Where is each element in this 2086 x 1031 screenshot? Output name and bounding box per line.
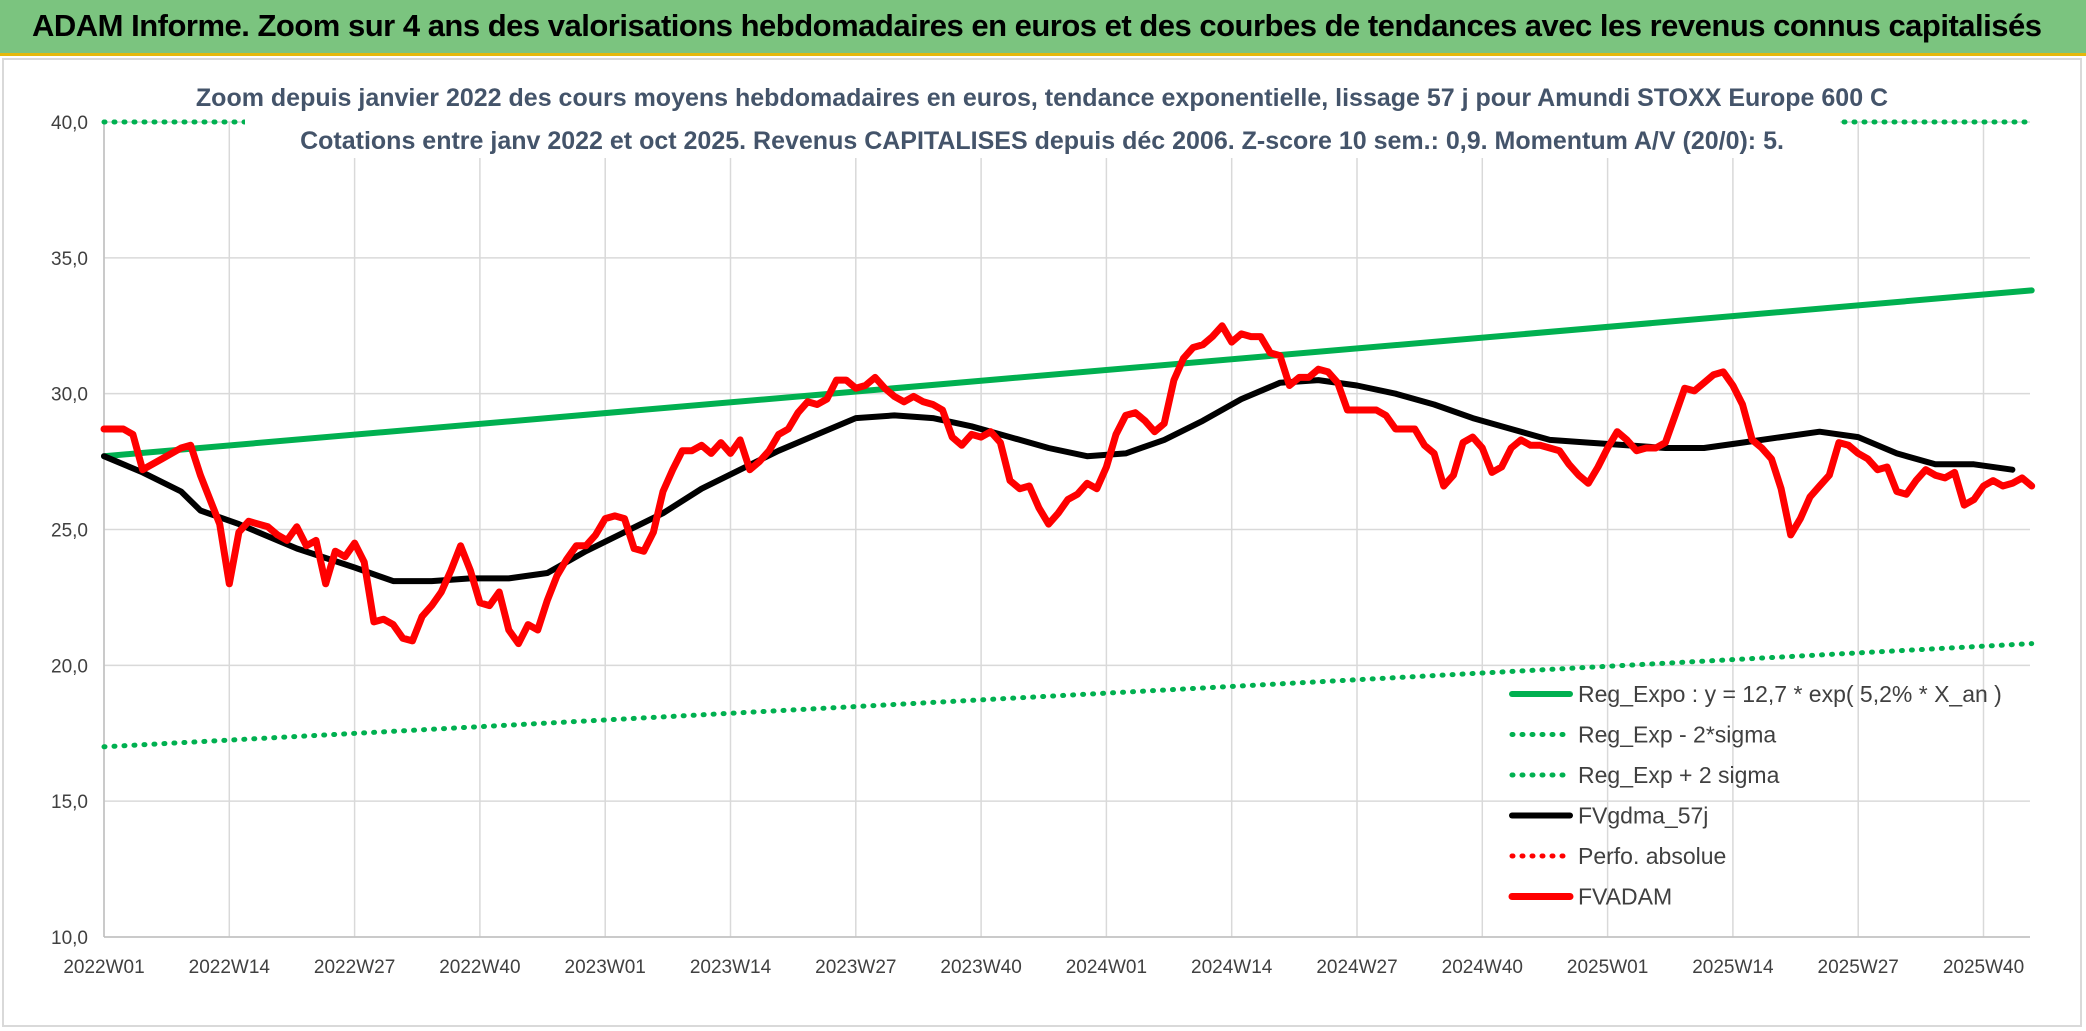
y-tick-label: 10,0 — [51, 928, 88, 949]
series-line-0 — [101, 287, 2035, 460]
y-tick-label: 15,0 — [51, 792, 88, 813]
series-line-1 — [101, 641, 2035, 750]
x-tick-label: 2023W40 — [940, 957, 1021, 978]
x-tick-label: 2023W27 — [815, 957, 896, 978]
axes: 10,0 15,0 20,0 25,0 30,0 35,0 40,0 2022W01 2022W… — [51, 113, 2030, 978]
x-tick-label: 2022W27 — [314, 957, 395, 978]
x-tick-label: 2023W01 — [565, 957, 646, 978]
legend-label: Reg_Expo : y = 12,7 * exp( 5,2% * X_an ) — [1578, 681, 2002, 707]
title-banner: ADAM Informe. Zoom sur 4 ans des valoris… — [0, 0, 2086, 56]
x-tick-label: 2025W14 — [1692, 957, 1774, 978]
gridlines — [103, 121, 2030, 938]
x-tick-label: 2024W01 — [1066, 957, 1147, 978]
legend: Reg_Expo : y = 12,7 * exp( 5,2% * X_an )… — [1508, 681, 2002, 910]
series-line-3 — [101, 377, 2016, 585]
y-tick-label: 25,0 — [51, 521, 88, 542]
chart-subtitle-line2: Cotations entre janv 2022 et oct 2025. R… — [300, 127, 1784, 155]
legend-label: Perfo. absolue — [1578, 843, 1726, 869]
chart-frame — [2, 58, 2082, 1027]
x-tick-label: 2022W01 — [63, 957, 144, 978]
x-tick-label: 2025W27 — [1818, 957, 1899, 978]
x-tick-label: 2025W40 — [1943, 957, 2024, 978]
legend-label: Reg_Exp - 2*sigma — [1578, 722, 1776, 748]
y-tick-label: 20,0 — [51, 656, 88, 677]
y-tick-label: 40,0 — [51, 113, 88, 134]
chart-subtitle-line1: Zoom depuis janvier 2022 des cours moyen… — [196, 84, 1888, 112]
legend-label: FVgdma_57j — [1578, 803, 1708, 829]
subtitle-background — [245, 82, 1840, 158]
x-tick-label: 2024W27 — [1316, 957, 1397, 978]
x-tick-label: 2023W14 — [690, 957, 772, 978]
series-lines — [100, 119, 2036, 750]
x-tick-label: 2022W14 — [189, 957, 271, 978]
legend-label: Reg_Exp + 2 sigma — [1578, 762, 1780, 788]
x-tick-label: 2022W40 — [439, 957, 520, 978]
banner-underline — [0, 53, 2086, 56]
y-tick-label: 30,0 — [51, 385, 88, 406]
x-tick-label: 2024W40 — [1442, 957, 1523, 978]
page-title: ADAM Informe. Zoom sur 4 ans des valoris… — [32, 8, 2042, 43]
legend-label: FVADAM — [1578, 884, 1672, 910]
x-tick-label: 2024W14 — [1191, 957, 1273, 978]
x-tick-label: 2025W01 — [1567, 957, 1648, 978]
series-line-5 — [100, 322, 2036, 648]
y-tick-label: 35,0 — [51, 249, 88, 270]
